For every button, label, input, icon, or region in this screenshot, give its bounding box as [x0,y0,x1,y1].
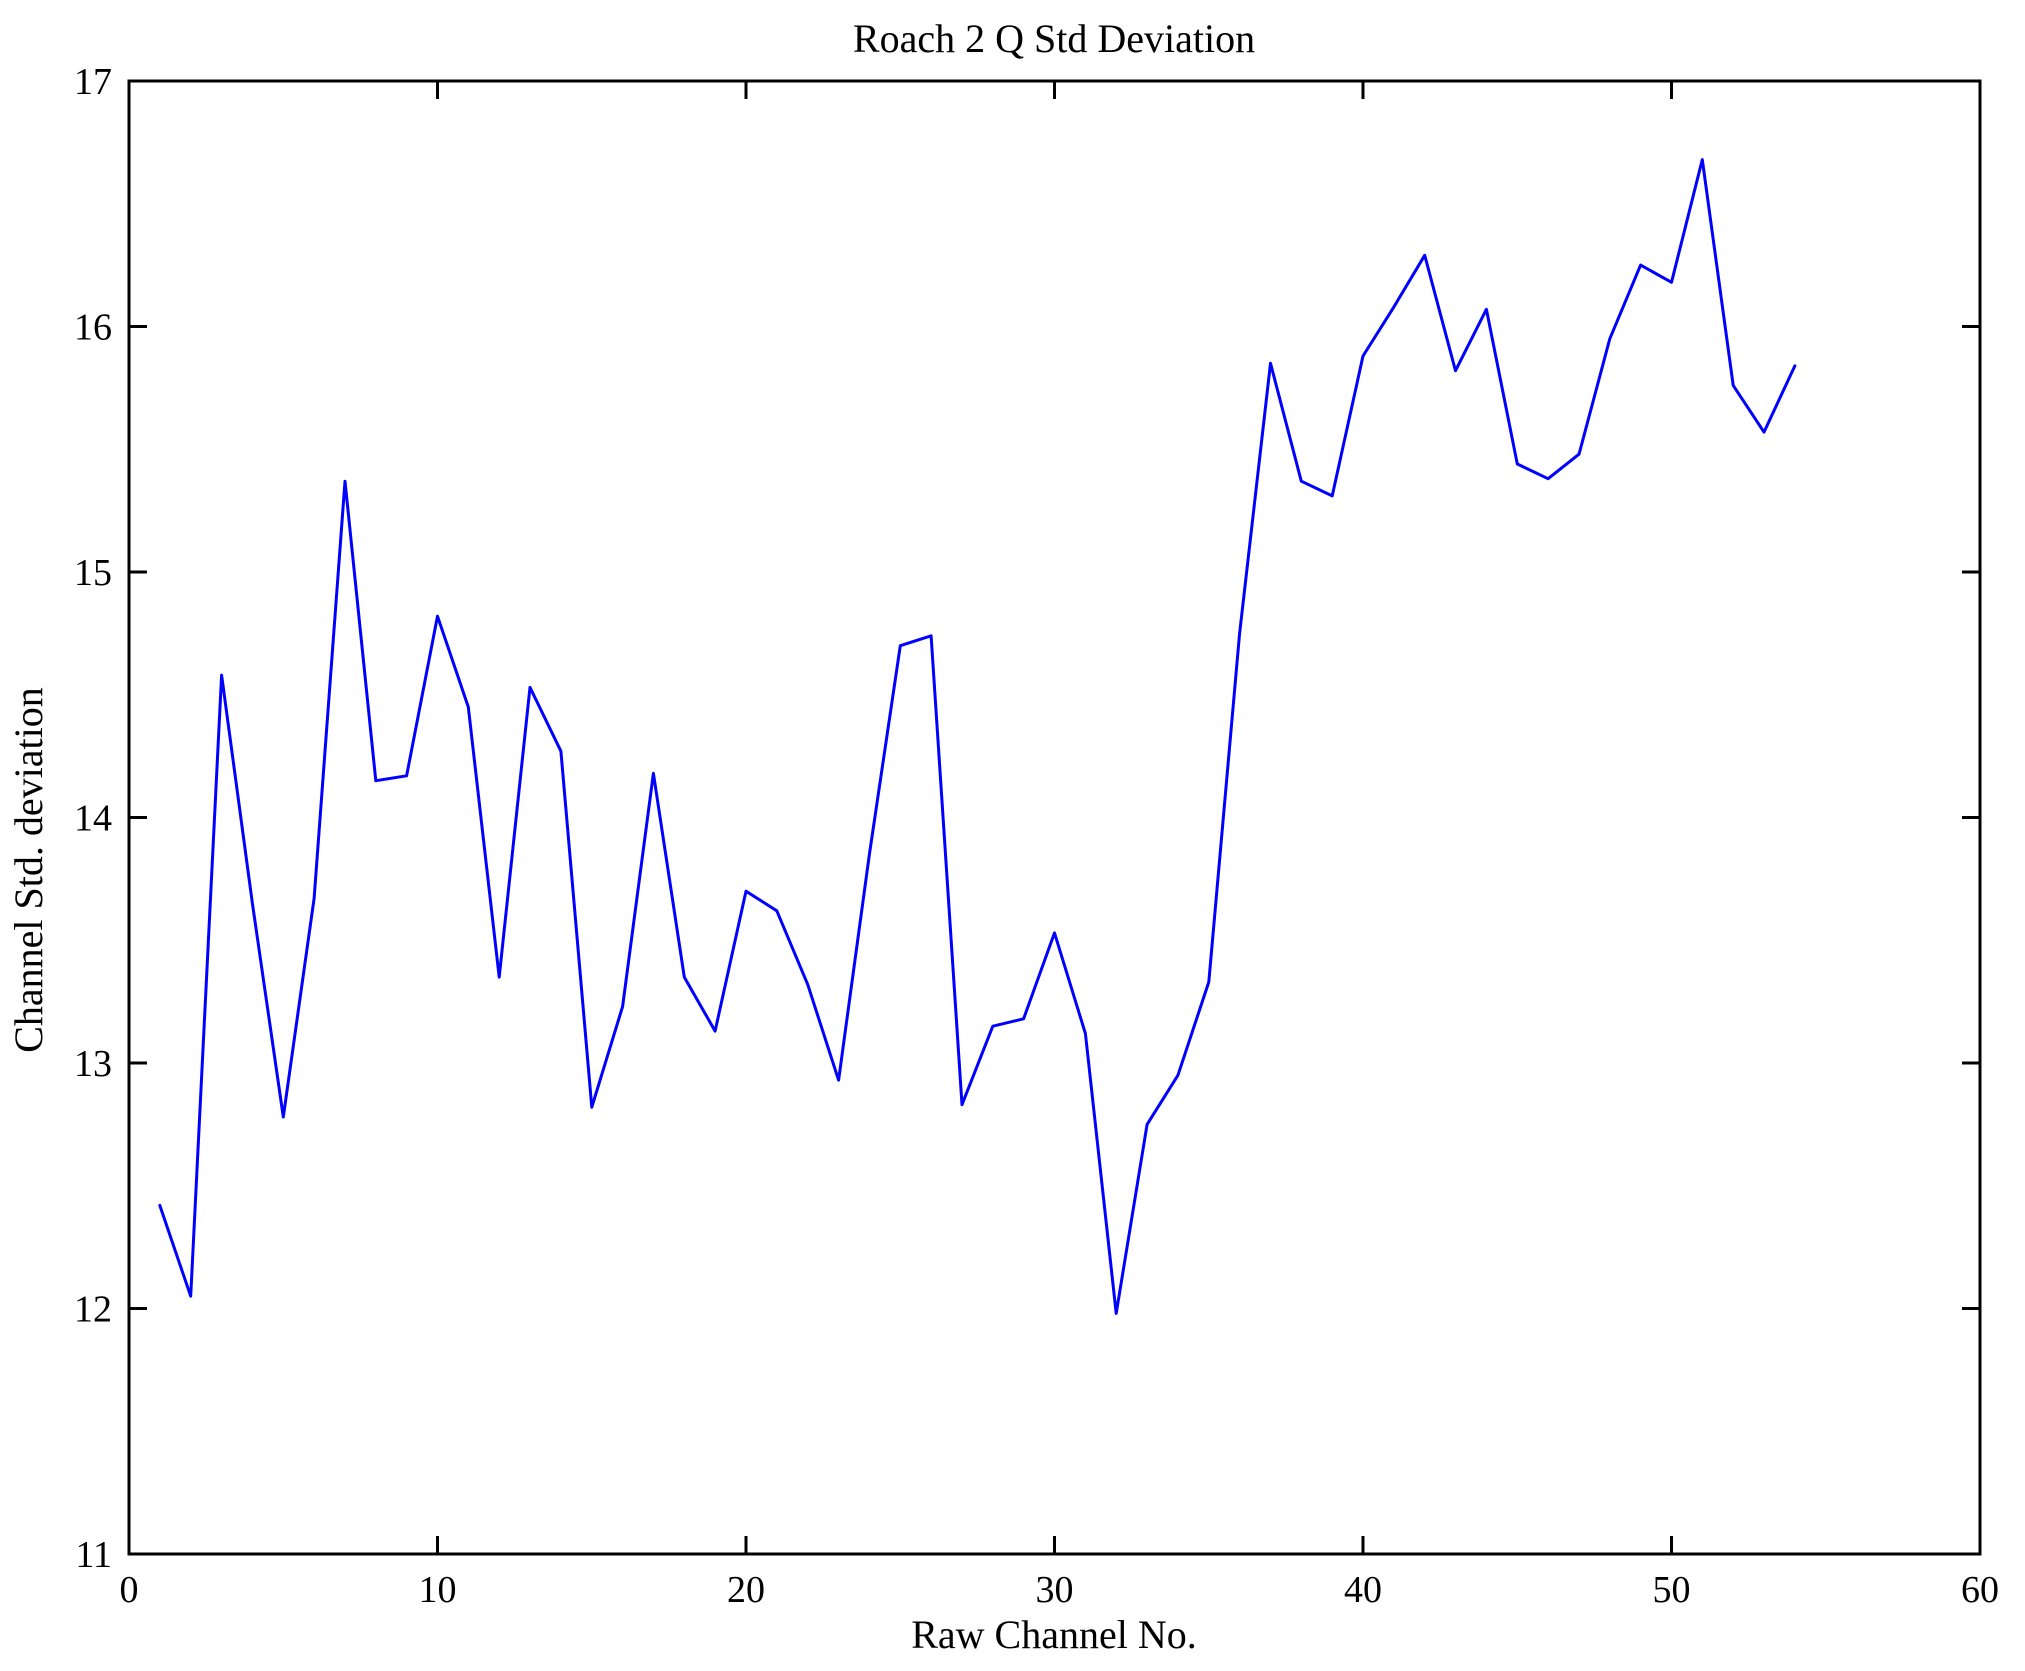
tick-label: 60 [1961,1569,1999,1611]
tick-label: 13 [74,1043,112,1085]
tick-label: 40 [1344,1569,1382,1611]
tick-label: 0 [120,1569,139,1611]
tick-label: 20 [727,1569,765,1611]
tick-marks [127,79,1982,1556]
tick-label: 15 [74,552,112,594]
tick-label: 50 [1653,1569,1691,1611]
y-axis-tick-labels: 11 12 13 14 15 16 17 [74,61,112,1576]
chart-title: Roach 2 Q Std Deviation [853,16,1255,61]
data-series-line [158,158,1797,1315]
x-axis-tick-labels: 0 10 20 30 40 50 60 [120,1569,2000,1611]
tick-label: 11 [75,1534,112,1576]
tick-label: 10 [419,1569,457,1611]
tick-label: 12 [74,1289,112,1331]
y-axis-label: Channel Std. deviation [6,687,51,1053]
tick-label: 30 [1036,1569,1074,1611]
tick-label: 14 [74,798,112,840]
plot-frame [127,79,1982,1556]
tick-label: 16 [74,307,112,349]
x-axis-label: Raw Channel No. [911,1612,1197,1657]
tick-label: 17 [74,61,112,103]
